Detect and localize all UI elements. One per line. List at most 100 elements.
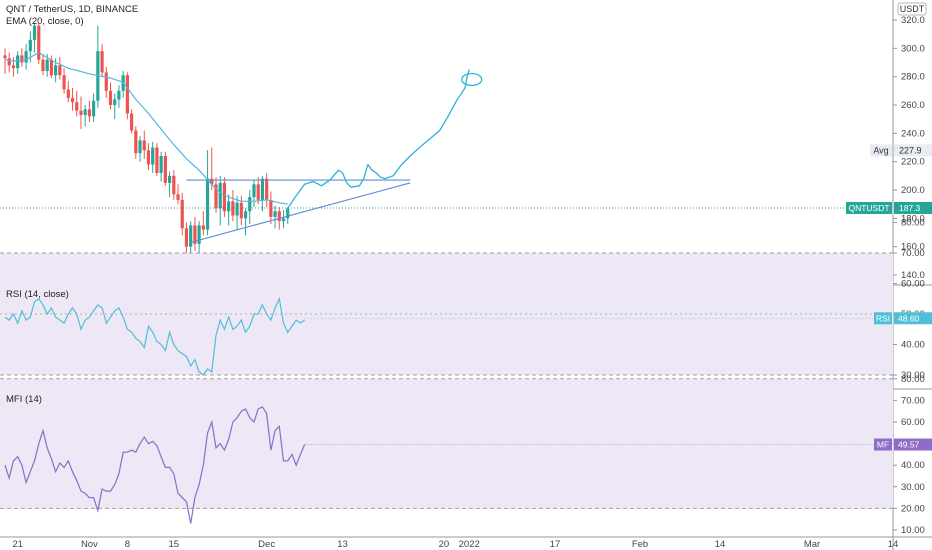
price-axis[interactable]: 140.0 160.0 180.0 200.0 220.0 240.0 260.0 280.0… xyxy=(846,15,932,536)
candle-up[interactable] xyxy=(167,175,172,183)
avg-value-tag[interactable] xyxy=(894,144,932,157)
time-tick-label: 20 xyxy=(439,539,450,550)
candle-down[interactable] xyxy=(265,178,269,200)
candle-down[interactable] xyxy=(134,130,138,154)
candle-down[interactable] xyxy=(155,147,159,174)
candle-down[interactable] xyxy=(62,75,66,90)
rsi-tick-label: 60.00 xyxy=(901,279,925,290)
support-line[interactable] xyxy=(190,182,411,243)
rsi-tag[interactable] xyxy=(874,312,892,325)
candle-down[interactable] xyxy=(7,58,11,66)
candle-down[interactable] xyxy=(79,110,83,115)
candle-down[interactable] xyxy=(104,72,108,91)
mfi-tag[interactable] xyxy=(874,438,892,451)
candle-down[interactable] xyxy=(163,156,167,183)
projection-loop[interactable] xyxy=(461,72,483,87)
candle-down[interactable] xyxy=(87,109,91,117)
candle-down[interactable] xyxy=(214,184,218,209)
candle-up[interactable] xyxy=(189,225,193,247)
currency-badge[interactable]: USDT xyxy=(897,2,927,16)
last-price-tag[interactable] xyxy=(894,201,932,214)
candle-up[interactable] xyxy=(248,197,252,212)
candle-up[interactable] xyxy=(227,201,231,212)
candle-down[interactable] xyxy=(201,225,205,230)
ema-line[interactable] xyxy=(4,51,288,205)
candle-up[interactable] xyxy=(28,39,32,52)
candle-down[interactable] xyxy=(142,140,146,151)
candle-down[interactable] xyxy=(146,150,151,165)
time-tick-label: 15 xyxy=(169,539,180,550)
candle-down[interactable] xyxy=(130,113,134,131)
candle-up[interactable] xyxy=(235,202,239,216)
time-tick-label: 13 xyxy=(337,539,348,550)
avg-tag[interactable] xyxy=(870,144,892,157)
candle-down[interactable] xyxy=(66,89,70,98)
price-pane[interactable] xyxy=(0,22,893,268)
rsi-value-tag[interactable] xyxy=(894,312,932,325)
candle-down[interactable] xyxy=(277,211,281,222)
candle-down[interactable] xyxy=(180,199,184,229)
rsi-pane[interactable] xyxy=(0,252,893,376)
mfi-band xyxy=(0,378,893,509)
price-tick-label: 320.0 xyxy=(901,15,925,26)
time-tick-label: Mar xyxy=(804,539,820,550)
candle-down[interactable] xyxy=(239,202,243,219)
candle-up[interactable] xyxy=(16,55,20,69)
candle-down[interactable] xyxy=(3,55,7,59)
candle-down[interactable] xyxy=(184,228,189,247)
symbol-tag[interactable] xyxy=(846,201,892,214)
candle-down[interactable] xyxy=(210,178,214,185)
candle-up[interactable] xyxy=(286,208,290,219)
time-axis[interactable]: 21 Nov 8 15 Dec 13 20 2022 17 Feb 14 Mar 14 xyxy=(12,539,898,550)
mfi-value-tag[interactable] xyxy=(894,438,932,451)
candle-up[interactable] xyxy=(45,59,49,71)
candle-down[interactable] xyxy=(256,184,260,200)
time-tick-label: 14 xyxy=(888,539,899,550)
candle-up[interactable] xyxy=(83,109,87,115)
candle-up[interactable] xyxy=(281,218,286,222)
candle-up[interactable] xyxy=(243,211,248,219)
candle-down[interactable] xyxy=(41,59,45,71)
candle-up[interactable] xyxy=(24,51,28,63)
candle-up[interactable] xyxy=(117,90,121,100)
candle-up[interactable] xyxy=(205,178,210,230)
candle-up[interactable] xyxy=(273,211,277,217)
candle-down[interactable] xyxy=(125,75,129,114)
candle-up[interactable] xyxy=(54,65,58,76)
candle-down[interactable] xyxy=(231,201,235,216)
mfi-line[interactable] xyxy=(4,406,306,524)
candle-up[interactable] xyxy=(197,225,201,244)
symbol-tag-label: QNTUSDT xyxy=(848,203,889,213)
candle-down[interactable] xyxy=(172,175,176,195)
mfi-tick-label: 10.00 xyxy=(901,525,925,536)
candle-up[interactable] xyxy=(151,147,155,165)
projection-path[interactable] xyxy=(287,69,470,209)
price-tick-label: 300.0 xyxy=(901,43,925,54)
candle-down[interactable] xyxy=(70,97,75,103)
candle-up[interactable] xyxy=(218,182,222,209)
price-tick-label: 240.0 xyxy=(901,128,925,139)
candle-down[interactable] xyxy=(37,25,41,60)
candle-down[interactable] xyxy=(49,59,54,76)
mfi-pane[interactable] xyxy=(0,378,893,524)
mfi-tick-label: 70.00 xyxy=(901,395,925,406)
candle-down[interactable] xyxy=(20,55,24,63)
price-tick-label: 220.0 xyxy=(901,157,925,168)
candle-down[interactable] xyxy=(222,182,227,212)
candle-down[interactable] xyxy=(176,194,180,200)
candle-down[interactable] xyxy=(193,225,197,244)
candle-up[interactable] xyxy=(113,99,117,105)
rsi-line[interactable] xyxy=(4,296,305,376)
candle-down[interactable] xyxy=(100,51,104,73)
candle-down[interactable] xyxy=(108,90,113,105)
candle-down[interactable] xyxy=(11,65,16,69)
candle-up[interactable] xyxy=(32,25,37,40)
candle-up[interactable] xyxy=(92,100,96,117)
candle-up[interactable] xyxy=(159,156,163,173)
candle-up[interactable] xyxy=(260,178,265,200)
candle-down[interactable] xyxy=(58,65,62,76)
candle-up[interactable] xyxy=(252,184,256,198)
candle-down[interactable] xyxy=(75,102,79,111)
candle-up[interactable] xyxy=(138,140,142,154)
